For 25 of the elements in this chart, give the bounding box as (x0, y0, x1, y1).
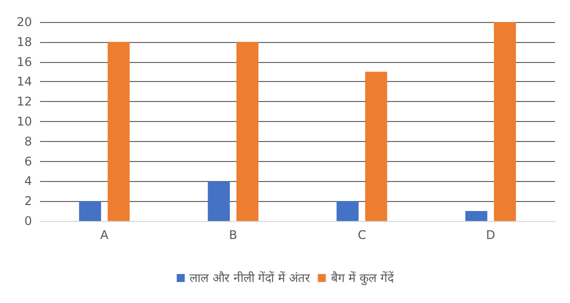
y-tick-label: 12 (16, 94, 32, 109)
legend-label: बैग में कुल गेंदें (330, 271, 394, 286)
y-tick-label: 4 (24, 174, 32, 188)
bar (365, 72, 388, 221)
y-tick-label: 16 (16, 54, 32, 69)
bar (108, 42, 130, 221)
y-tick-label: 18 (16, 34, 32, 49)
bar (79, 201, 102, 221)
y-tick-label: 10 (16, 114, 32, 128)
x-tick-label: A (100, 228, 110, 242)
y-tick-label: 2 (24, 194, 32, 208)
legend-label: लाल और नीली गेंदों में अंतर (190, 271, 311, 285)
y-tick-label: 20 (16, 15, 32, 29)
x-tick-label: C (358, 228, 366, 242)
y-tick-label: 8 (24, 134, 32, 148)
y-tick-label: 6 (24, 154, 32, 168)
y-tick-label: 0 (24, 214, 32, 228)
bar (208, 181, 230, 221)
bar (236, 42, 258, 221)
bar (465, 211, 488, 221)
y-tick-label: 14 (16, 74, 32, 89)
bar (336, 201, 359, 221)
x-tick-label: B (229, 228, 238, 242)
bar (494, 22, 516, 221)
x-tick-label: D (486, 228, 496, 242)
